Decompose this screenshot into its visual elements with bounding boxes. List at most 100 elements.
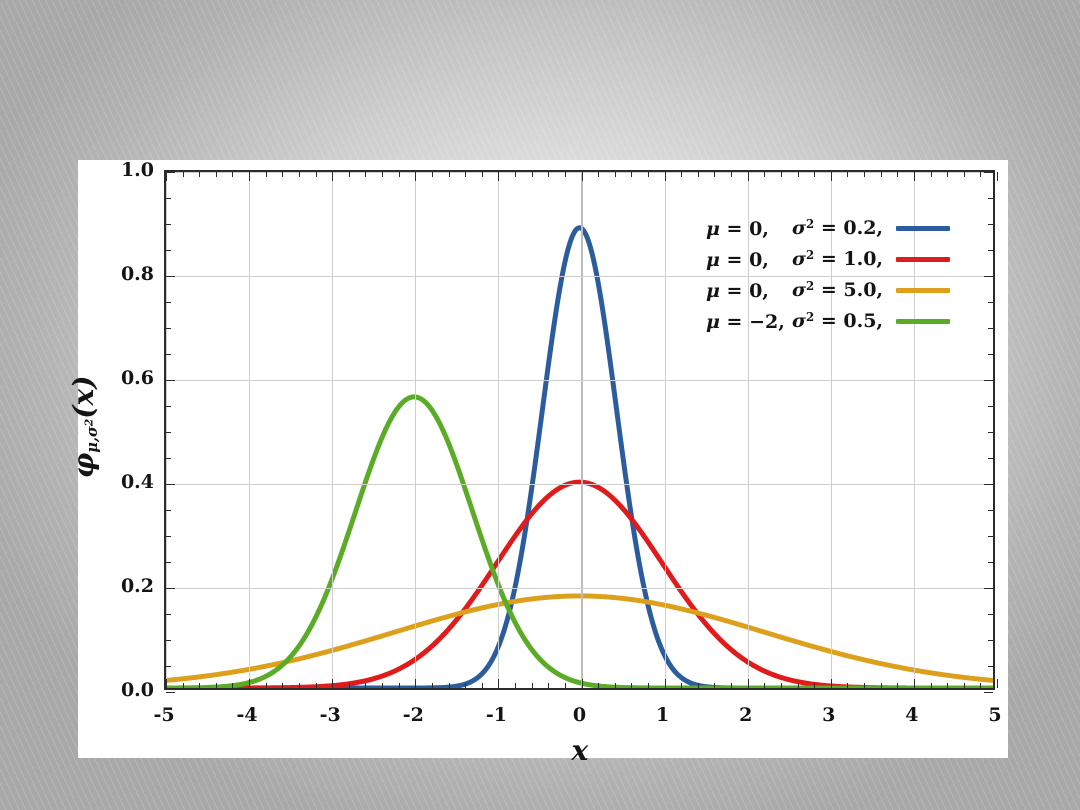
- x-tick-label: -1: [485, 704, 507, 726]
- x-axis-tick: [415, 679, 417, 688]
- x-axis-minor-tick: [647, 683, 649, 688]
- y-axis-tick: [166, 692, 175, 693]
- x-axis-minor-tick: [398, 172, 400, 177]
- figure-image-panel: μ = 0, σ2 = 0.2, μ = 0, σ2 = 1.0, μ = 0, σ2 =…: [67, 159, 1008, 767]
- y-axis-minor-tick: [166, 328, 171, 329]
- y-axis-minor-tick: [988, 536, 993, 537]
- y-axis-minor-tick: [988, 432, 993, 433]
- x-axis-minor-tick: [631, 172, 633, 177]
- y-tick-label: 0.0: [120, 679, 154, 701]
- gridline-vertical: [664, 172, 666, 688]
- y-axis-tick: [166, 276, 175, 277]
- x-tick-label: -3: [319, 704, 341, 726]
- gridline-vertical: [332, 172, 334, 688]
- x-axis-minor-tick: [232, 172, 234, 177]
- y-axis-minor-tick: [988, 640, 993, 641]
- x-axis-minor-tick: [980, 683, 982, 688]
- y-axis-minor-tick: [166, 406, 171, 407]
- x-axis-minor-tick: [631, 683, 633, 688]
- x-axis-minor-tick: [564, 683, 566, 688]
- y-axis-tick: [166, 380, 175, 381]
- y-axis-minor-tick: [988, 666, 993, 667]
- x-axis-minor-tick: [614, 172, 616, 177]
- y-axis-minor-tick: [988, 354, 993, 355]
- y-axis-tick: [984, 172, 993, 173]
- legend-color-swatch: [896, 319, 950, 324]
- y-axis-minor-tick: [166, 224, 171, 225]
- gridline-vertical: [249, 172, 251, 688]
- x-tick-label: 2: [739, 704, 753, 726]
- x-axis-minor-tick: [697, 683, 699, 688]
- x-axis-minor-tick: [465, 683, 467, 688]
- y-axis-tick: [166, 588, 175, 589]
- x-axis-minor-tick: [847, 683, 849, 688]
- legend-color-swatch: [896, 257, 950, 262]
- x-tick-label: -5: [153, 704, 175, 726]
- gridline-vertical: [830, 172, 832, 688]
- x-axis-minor-tick: [681, 172, 683, 177]
- x-axis-minor-tick: [864, 172, 866, 177]
- x-axis-minor-tick: [930, 172, 932, 177]
- x-axis-tick: [997, 172, 998, 181]
- x-axis-tick: [166, 679, 167, 688]
- legend-item[interactable]: μ = 0, σ2 = 0.2,: [706, 214, 950, 243]
- legend-item[interactable]: μ = 0, σ2 = 5.0,: [706, 276, 950, 305]
- x-axis-minor-tick: [764, 683, 766, 688]
- x-axis-minor-tick: [315, 683, 317, 688]
- x-axis-minor-tick: [298, 172, 300, 177]
- x-tick-label: 5: [988, 704, 1002, 726]
- y-axis-tick: [984, 692, 993, 693]
- plot-data-area: [166, 172, 993, 688]
- plot-frame: μ = 0, σ2 = 0.2, μ = 0, σ2 = 1.0, μ = 0, σ2 =…: [164, 170, 998, 693]
- x-axis-minor-tick: [199, 172, 201, 177]
- y-axis-minor-tick: [988, 198, 993, 199]
- y-tick-label: 0.6: [120, 367, 154, 389]
- x-axis-minor-tick: [265, 683, 267, 688]
- x-axis-tick: [498, 679, 500, 688]
- x-axis-minor-tick: [182, 172, 184, 177]
- x-axis-minor-tick: [382, 172, 384, 177]
- x-axis-minor-tick: [947, 172, 949, 177]
- x-axis-tick: [166, 172, 167, 181]
- legend-item[interactable]: μ = 0, σ2 = 1.0,: [706, 245, 950, 274]
- x-tick-label: 0: [572, 704, 587, 726]
- x-axis-minor-tick: [448, 683, 450, 688]
- x-axis-minor-tick: [215, 683, 217, 688]
- legend-item[interactable]: μ = −2, σ2 = 0.5,: [706, 307, 950, 336]
- x-tick-label: 1: [655, 704, 670, 726]
- y-axis-tick: [984, 276, 993, 277]
- y-tick-label: 1.0: [120, 159, 154, 181]
- x-axis-tick: [498, 172, 500, 181]
- x-axis-minor-tick: [232, 683, 234, 688]
- x-axis-minor-tick: [348, 172, 350, 177]
- x-axis-minor-tick: [398, 683, 400, 688]
- x-axis-minor-tick: [515, 172, 517, 177]
- x-axis-minor-tick: [731, 172, 733, 177]
- x-axis-minor-tick: [282, 683, 284, 688]
- x-axis-minor-tick: [880, 172, 882, 177]
- x-axis-minor-tick: [548, 683, 550, 688]
- x-axis-minor-tick: [947, 683, 949, 688]
- x-axis-minor-tick: [963, 683, 965, 688]
- x-axis-label: x: [571, 734, 589, 767]
- x-axis-tick: [664, 172, 666, 181]
- x-axis-minor-tick: [531, 683, 533, 688]
- x-tick-label: 3: [822, 704, 836, 726]
- x-axis-tick: [747, 679, 749, 688]
- x-axis-minor-tick: [780, 172, 782, 177]
- x-axis-minor-tick: [431, 683, 433, 688]
- x-axis-minor-tick: [598, 683, 600, 688]
- x-axis-minor-tick: [963, 172, 965, 177]
- x-axis-minor-tick: [365, 683, 367, 688]
- curve--0-5-0: [166, 593, 993, 683]
- y-tick-label: 0.2: [120, 575, 154, 597]
- legend-item-label: μ = 0, σ2 = 5.0,: [706, 279, 884, 302]
- curve--0-0-2: [166, 225, 993, 688]
- x-axis-minor-tick: [930, 683, 932, 688]
- gridline-vertical: [415, 172, 417, 688]
- curve--2-0-5: [166, 394, 993, 688]
- gridline-horizontal: [166, 172, 993, 173]
- y-axis-minor-tick: [988, 406, 993, 407]
- y-axis-minor-tick: [166, 614, 171, 615]
- x-axis-minor-tick: [647, 172, 649, 177]
